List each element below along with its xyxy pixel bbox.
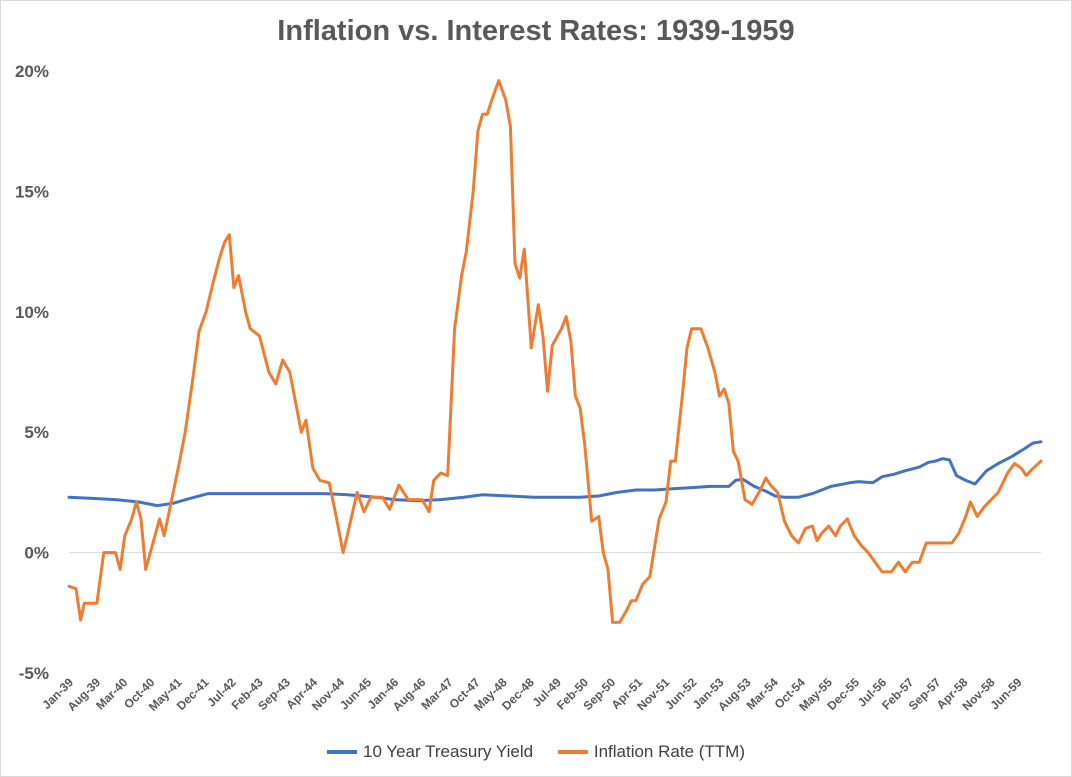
y-axis-ticks: 20% 15% 10% 5% 0% -5% [15,62,49,683]
y-tick-label: 20% [15,62,49,81]
series-line-treasury-yield [67,440,1043,508]
legend-swatch-treasury [326,750,357,754]
legend-swatch-inflation [557,750,588,754]
y-tick-label: -5% [19,664,49,683]
y-tick-label: 10% [15,303,49,322]
y-tick-label: 15% [15,182,49,201]
chart-title: Inflation vs. Interest Rates: 1939-1959 [277,15,795,47]
legend-item-inflation[interactable]: Inflation Rate (TTM) [557,742,745,762]
series-lines [67,79,1043,624]
y-tick-label: 0% [24,544,49,563]
x-axis-ticks: Jan-39Aug-39Mar-40Oct-40May-41Dec-41Jul-… [39,675,1025,714]
series-line-inflation-rate [67,79,1043,624]
y-tick-label: 5% [24,423,49,442]
legend-item-treasury[interactable]: 10 Year Treasury Yield [326,742,534,762]
legend-label-inflation: Inflation Rate (TTM) [593,742,745,761]
legend-label-treasury: 10 Year Treasury Yield [362,742,534,761]
legend: 10 Year Treasury Yield Inflation Rate (T… [1,739,1071,762]
